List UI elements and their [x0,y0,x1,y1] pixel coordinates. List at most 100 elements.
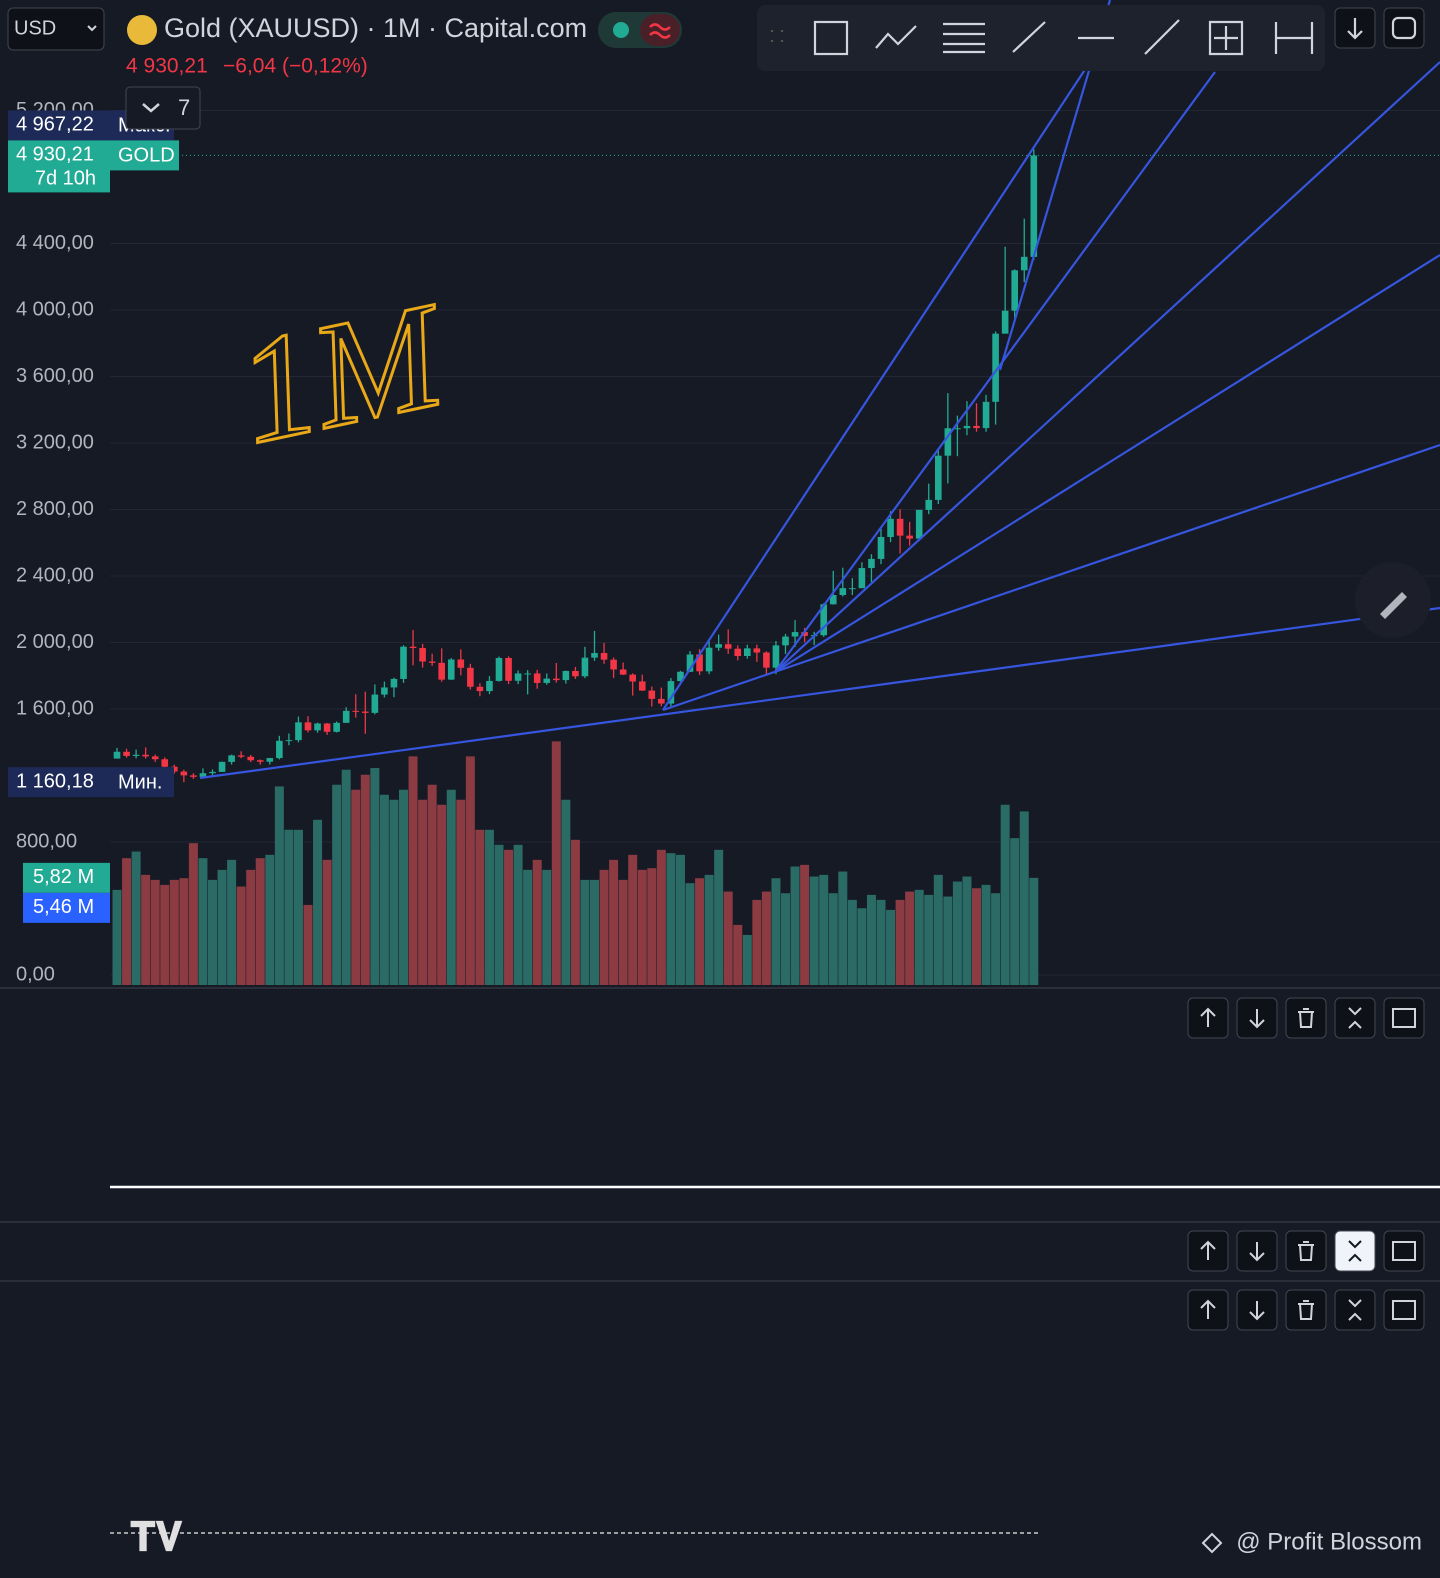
pane-button-icon [1392,1300,1416,1320]
candle-body [209,771,216,774]
range-tool[interactable] [1274,22,1314,54]
pane-button[interactable] [1334,1289,1376,1331]
candle-body [944,428,952,456]
pane-button[interactable] [1383,1289,1425,1331]
volume-bar [427,784,437,985]
volume-bar [523,869,533,985]
pane-button[interactable] [1285,1230,1327,1272]
candle-body [982,401,990,429]
candle-body [362,711,369,713]
candle-body [123,751,130,756]
pane-button-icon [1298,1300,1314,1320]
indicators-count: 7 [178,95,190,120]
pane-buttons [1187,997,1425,1331]
candle-body [132,754,140,756]
candle-body [638,681,646,691]
candle-body [171,766,178,772]
candle-body [419,648,426,662]
pane-button[interactable] [1383,997,1425,1039]
measure-tool[interactable] [1208,20,1244,56]
volume-bar [532,859,542,985]
volume-bar [332,784,342,985]
pane-button[interactable] [1334,997,1376,1039]
candle-body [486,680,493,692]
last-price: 4 930,21 [126,55,208,78]
y-tick-label: 2 400,00 [16,564,94,586]
volume-bar [695,878,705,985]
candle-body [505,658,512,681]
candle-body [333,722,340,732]
y-tick-label: 800,00 [16,830,77,852]
path-tool[interactable] [875,25,917,49]
ray-tool[interactable] [1144,19,1180,55]
trend-tool[interactable] [1012,21,1046,53]
candle-body [1001,310,1009,334]
volume-label: 5,46 M [33,896,94,918]
price-tag: Мин. [118,771,162,793]
volume-bar [208,879,217,985]
pane-button-icon [1200,1007,1216,1027]
candle-body [887,518,894,537]
volume-bar [494,844,504,985]
candle-body [801,632,808,636]
pane-button[interactable] [1285,1289,1327,1331]
currency-select[interactable] [7,7,105,51]
pane-button[interactable] [1383,1230,1425,1272]
y-tick-label: 2 800,00 [16,498,94,520]
volume-bar [437,804,447,985]
market-open-dot [613,22,629,38]
volume-bar [628,854,638,985]
candle-body [543,678,551,683]
price-label: 1 160,18 [16,770,94,792]
volume-bar [781,893,790,985]
candle-body [973,425,980,429]
volume-bar [1010,838,1020,985]
candle-body [256,760,264,762]
volume-bar [122,858,132,985]
candle-body [992,333,999,402]
pane-button-icon [1348,1007,1362,1029]
rect-tool[interactable] [813,20,849,56]
pane-button-icon [1249,1242,1265,1262]
pane-button[interactable] [1285,997,1327,1039]
edit-icon [1380,592,1407,619]
volume-bar [504,849,514,985]
volume-bar [933,874,943,985]
volume-bar [857,908,867,985]
y-tick-label: 3 600,00 [16,365,94,387]
drawing-toolbar [757,5,1325,71]
volume-bar [360,774,370,985]
pane-button-icon [1348,1299,1362,1321]
volume-bar [255,858,265,985]
volume-bar [570,839,580,985]
volume-bar [905,891,915,985]
indicators-toggle[interactable] [125,86,201,130]
volume-bar [188,843,198,985]
edit-button[interactable] [1355,562,1431,638]
price-tag: GOLD [118,145,175,167]
volume-bar [866,894,876,985]
volume-bar [179,878,189,985]
volume-bar [838,871,848,985]
price-label: 4 930,21 [16,144,94,166]
candle-body [352,710,360,712]
chevron [87,25,97,32]
volume-bar [561,799,571,985]
candle-body [390,678,398,688]
candle-body [295,722,302,741]
fib-tool[interactable] [943,22,985,54]
volume-bar [723,891,733,985]
volume-bar [418,799,428,985]
volume-bar [580,879,590,985]
candle-body [610,659,617,670]
pane-button-icon [1392,1008,1416,1028]
pane-button[interactable] [1334,1230,1376,1272]
candle-body [247,756,254,761]
chevron [142,103,160,113]
candles [113,149,1038,783]
candle-body [772,645,780,668]
button[interactable] [1383,7,1425,49]
volume-bar [733,924,743,985]
